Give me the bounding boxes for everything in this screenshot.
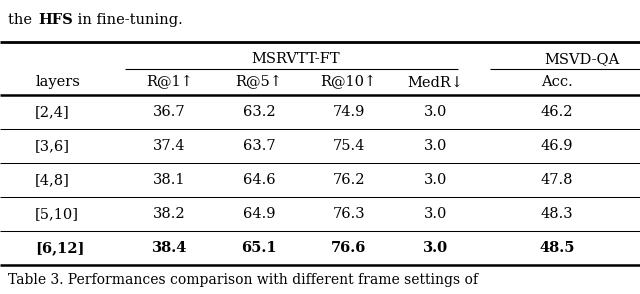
Text: 64.9: 64.9 bbox=[243, 207, 275, 221]
Text: 3.0: 3.0 bbox=[424, 139, 447, 153]
Text: 74.9: 74.9 bbox=[333, 105, 365, 119]
Text: R@1↑: R@1↑ bbox=[146, 75, 193, 89]
Text: [5,10]: [5,10] bbox=[35, 207, 79, 221]
Text: 3.0: 3.0 bbox=[424, 207, 447, 221]
Text: R@10↑: R@10↑ bbox=[321, 75, 377, 89]
Text: 37.4: 37.4 bbox=[154, 139, 186, 153]
Text: MSRVTT-FT: MSRVTT-FT bbox=[252, 52, 340, 66]
Text: Acc.: Acc. bbox=[541, 75, 573, 89]
Text: 64.6: 64.6 bbox=[243, 173, 275, 187]
Text: 46.2: 46.2 bbox=[541, 105, 573, 119]
Text: 38.2: 38.2 bbox=[154, 207, 186, 221]
Text: [4,8]: [4,8] bbox=[35, 173, 70, 187]
Text: 38.4: 38.4 bbox=[152, 241, 188, 255]
Text: 3.0: 3.0 bbox=[422, 241, 448, 255]
Text: 76.6: 76.6 bbox=[331, 241, 367, 255]
Text: [2,4]: [2,4] bbox=[35, 105, 70, 119]
Text: [3,6]: [3,6] bbox=[35, 139, 70, 153]
Text: 76.2: 76.2 bbox=[333, 173, 365, 187]
Text: MedR↓: MedR↓ bbox=[407, 75, 463, 89]
Text: 65.1: 65.1 bbox=[241, 241, 277, 255]
Text: in fine-tuning.: in fine-tuning. bbox=[73, 13, 182, 27]
Text: 63.2: 63.2 bbox=[243, 105, 275, 119]
Text: layers: layers bbox=[35, 75, 80, 89]
Text: 38.1: 38.1 bbox=[154, 173, 186, 187]
Text: 47.8: 47.8 bbox=[541, 173, 573, 187]
Text: Table 3. Performances comparison with different frame settings of: Table 3. Performances comparison with di… bbox=[8, 273, 477, 287]
Text: 63.7: 63.7 bbox=[243, 139, 275, 153]
Text: 76.3: 76.3 bbox=[333, 207, 365, 221]
Text: 3.0: 3.0 bbox=[424, 173, 447, 187]
Text: R@5↑: R@5↑ bbox=[236, 75, 283, 89]
Text: 48.5: 48.5 bbox=[539, 241, 575, 255]
Text: 75.4: 75.4 bbox=[333, 139, 365, 153]
Text: [6,12]: [6,12] bbox=[35, 241, 84, 255]
Text: 46.9: 46.9 bbox=[541, 139, 573, 153]
Text: 48.3: 48.3 bbox=[541, 207, 573, 221]
Text: MSVD-QA: MSVD-QA bbox=[545, 52, 620, 66]
Text: 36.7: 36.7 bbox=[154, 105, 186, 119]
Text: HFS: HFS bbox=[38, 13, 73, 27]
Text: the: the bbox=[8, 13, 36, 27]
Text: 3.0: 3.0 bbox=[424, 105, 447, 119]
